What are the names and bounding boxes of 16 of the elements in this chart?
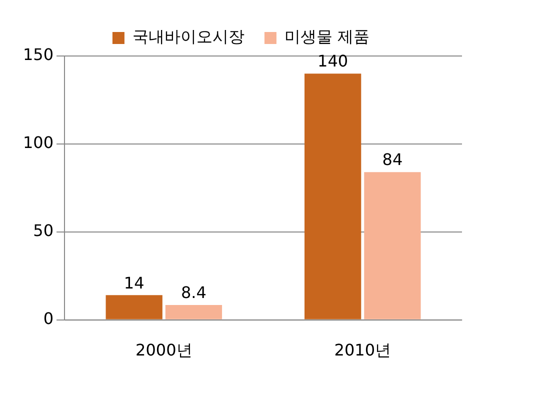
legend-label: 국내바이오시장 (132, 27, 244, 46)
y-tick-label: 50 (33, 221, 54, 240)
data-label: 84 (382, 150, 403, 170)
data-label: 140 (318, 52, 348, 71)
legend-label: 미생물 제품 (284, 27, 370, 46)
y-tick-label: 0 (43, 308, 54, 328)
x-tick-label: 2000년 (136, 340, 192, 360)
x-tick-label: 2010년 (334, 340, 391, 360)
bar (364, 172, 421, 320)
data-label: 8.4 (180, 283, 206, 302)
bar (165, 305, 222, 320)
y-tick-label: 100 (22, 133, 54, 152)
bar (106, 295, 162, 320)
data-label: 14 (124, 273, 144, 292)
bar (304, 74, 362, 320)
y-tick-label: 150 (22, 45, 54, 64)
